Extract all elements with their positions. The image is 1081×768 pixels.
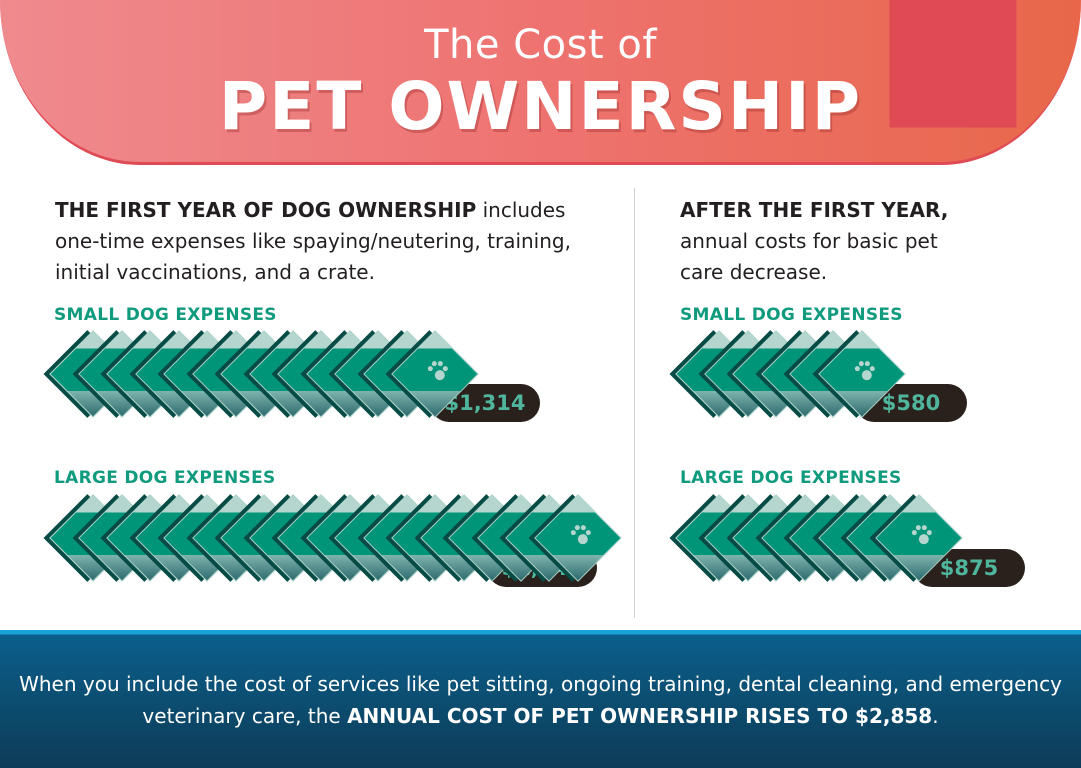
paw-icon — [911, 525, 932, 545]
left-small-label: SMALL DOG EXPENSES — [54, 305, 277, 325]
left-large-label: LARGE DOG EXPENSES — [54, 468, 276, 488]
after-first-year-intro: AFTER THE FIRST YEAR, annual costs for b… — [680, 195, 980, 288]
footer-end: . — [932, 704, 939, 728]
left-small-amount: $1,314 — [430, 384, 540, 422]
title-line-1: The Cost of — [424, 22, 657, 68]
page-title: PET OWNERSHIP — [218, 68, 863, 145]
footer-banner: When you include the cost of services li… — [0, 630, 1081, 768]
paw-icon — [427, 361, 448, 381]
footer-highlight: ANNUAL COST OF PET OWNERSHIP RISES TO $2… — [347, 704, 933, 728]
intro-text: annual costs for basic pet care decrease… — [680, 229, 938, 284]
right-large-label: LARGE DOG EXPENSES — [680, 468, 902, 488]
intro-bold: THE FIRST YEAR OF DOG OWNERSHIP — [55, 198, 477, 222]
first-year-intro: THE FIRST YEAR OF DOG OWNERSHIP includes… — [55, 195, 615, 288]
header-banner: The Cost of PET OWNERSHIP — [0, 0, 1081, 165]
right-small-label: SMALL DOG EXPENSES — [680, 305, 903, 325]
footer-text: When you include the cost of services li… — [19, 672, 1062, 728]
column-divider — [634, 188, 635, 618]
intro-text: includes one-time expenses like spaying/… — [55, 198, 571, 284]
paw-icon — [570, 525, 591, 545]
intro-bold: AFTER THE FIRST YEAR, — [680, 198, 949, 222]
paw-icon — [854, 361, 875, 381]
